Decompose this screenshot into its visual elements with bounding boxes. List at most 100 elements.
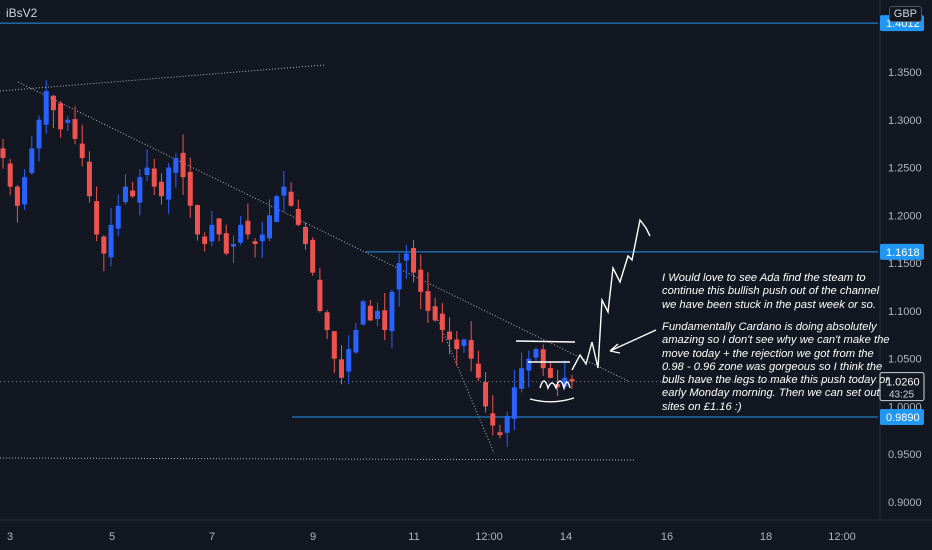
candle-body bbox=[79, 143, 85, 158]
candle-body bbox=[360, 301, 366, 325]
candle-body bbox=[295, 208, 301, 225]
y-tick-label: 0.9000 bbox=[888, 497, 922, 509]
y-tick-label: 1.2000 bbox=[888, 210, 922, 222]
y-tick-label: 0.9500 bbox=[888, 449, 922, 461]
candle-body bbox=[324, 312, 330, 330]
channel-bottom-drawing bbox=[529, 397, 575, 403]
price-level-label: 0.9890 bbox=[886, 412, 920, 424]
candle-body bbox=[540, 349, 546, 369]
candle-body bbox=[144, 167, 150, 176]
candle-body bbox=[274, 196, 280, 222]
candle-body bbox=[238, 224, 244, 243]
candle-body bbox=[468, 340, 474, 359]
candle-body bbox=[310, 239, 316, 273]
candle-body bbox=[7, 163, 13, 187]
currency-badge[interactable]: GBP bbox=[888, 6, 922, 22]
annotation-paragraph-2: Fundamentally Cardano is doing absolutel… bbox=[662, 321, 890, 413]
y-tick-label: 1.0500 bbox=[888, 354, 922, 366]
candle-body bbox=[439, 313, 445, 330]
candle-body bbox=[209, 224, 215, 242]
candle-body bbox=[403, 253, 409, 261]
candle-body bbox=[562, 377, 568, 387]
candle-body bbox=[569, 379, 575, 382]
candle-body bbox=[94, 201, 100, 235]
candle-body bbox=[158, 181, 164, 197]
last-price-badge bbox=[879, 372, 925, 402]
candle-body bbox=[375, 310, 381, 320]
candle-body bbox=[252, 241, 258, 244]
candle-body bbox=[58, 103, 64, 130]
bullish-projection-path bbox=[571, 218, 651, 371]
annotation-arrow bbox=[609, 329, 657, 354]
candle-body bbox=[173, 158, 179, 173]
candle-body bbox=[101, 236, 107, 254]
x-tick-label: 9 bbox=[310, 531, 316, 543]
candle-body bbox=[194, 204, 200, 235]
countdown-label: 43:25 bbox=[889, 390, 914, 401]
candle-body bbox=[475, 363, 481, 378]
y-tick-label: 1.3000 bbox=[888, 115, 922, 127]
y-tick-label: 1.1500 bbox=[888, 258, 922, 270]
price-level-badge bbox=[880, 408, 924, 425]
candle-body bbox=[533, 349, 539, 358]
y-tick-label: 1.2500 bbox=[888, 163, 922, 175]
candle-body bbox=[454, 339, 460, 350]
upper-trendline bbox=[0, 64, 325, 92]
candle-body bbox=[72, 119, 78, 139]
candle-body bbox=[483, 382, 489, 407]
candle-body bbox=[303, 226, 309, 244]
candle-body bbox=[555, 384, 561, 388]
candle-body bbox=[461, 339, 467, 346]
x-tick-label: 5 bbox=[109, 531, 115, 543]
candle-body bbox=[432, 306, 438, 321]
candle-body bbox=[86, 161, 92, 197]
candle-body bbox=[447, 331, 453, 340]
candle-body bbox=[519, 368, 525, 389]
candle-body bbox=[202, 236, 208, 244]
candle-body bbox=[396, 263, 402, 290]
channel-top-drawing bbox=[515, 340, 576, 343]
x-tick-label: 3 bbox=[7, 531, 13, 543]
candle-body bbox=[230, 244, 236, 247]
x-tick-label: 18 bbox=[760, 531, 772, 543]
candle-body bbox=[490, 413, 496, 426]
y-tick-label: 1.3500 bbox=[888, 67, 922, 79]
candle-body bbox=[411, 248, 417, 273]
candle-body bbox=[288, 191, 294, 206]
candle-body bbox=[353, 330, 359, 353]
candle-body bbox=[187, 171, 193, 206]
candle-body bbox=[180, 152, 186, 178]
steep-trendline bbox=[437, 319, 495, 454]
candle-body bbox=[526, 358, 532, 371]
candle-body bbox=[418, 269, 424, 292]
candle-body bbox=[367, 305, 373, 321]
candle-body bbox=[259, 234, 265, 242]
candle-body bbox=[266, 215, 272, 239]
candle-body bbox=[317, 279, 323, 311]
candle-body bbox=[346, 349, 352, 372]
consolidation-squiggle bbox=[539, 380, 571, 391]
candle-body bbox=[504, 416, 510, 433]
candle-body bbox=[331, 331, 337, 359]
candle-body bbox=[29, 148, 35, 174]
x-tick-label: 16 bbox=[661, 531, 673, 543]
candle-body bbox=[108, 224, 114, 258]
candle-body bbox=[22, 177, 28, 205]
candle-body bbox=[389, 291, 395, 332]
candle-body bbox=[115, 205, 121, 229]
candle-body bbox=[511, 387, 517, 419]
candle-body bbox=[382, 310, 388, 330]
candle-body bbox=[0, 148, 6, 158]
x-tick-label: 12:00 bbox=[475, 531, 503, 543]
x-tick-label: 12:00 bbox=[828, 531, 856, 543]
x-tick-label: 11 bbox=[408, 531, 419, 543]
candle-body bbox=[223, 233, 229, 254]
candle-body bbox=[36, 119, 42, 149]
candle-body bbox=[122, 186, 128, 203]
candle-body bbox=[151, 168, 157, 187]
candle-body bbox=[425, 291, 431, 311]
symbol-label: iBsV2 bbox=[6, 6, 38, 20]
last-price-label: 1.0260 bbox=[886, 377, 920, 389]
